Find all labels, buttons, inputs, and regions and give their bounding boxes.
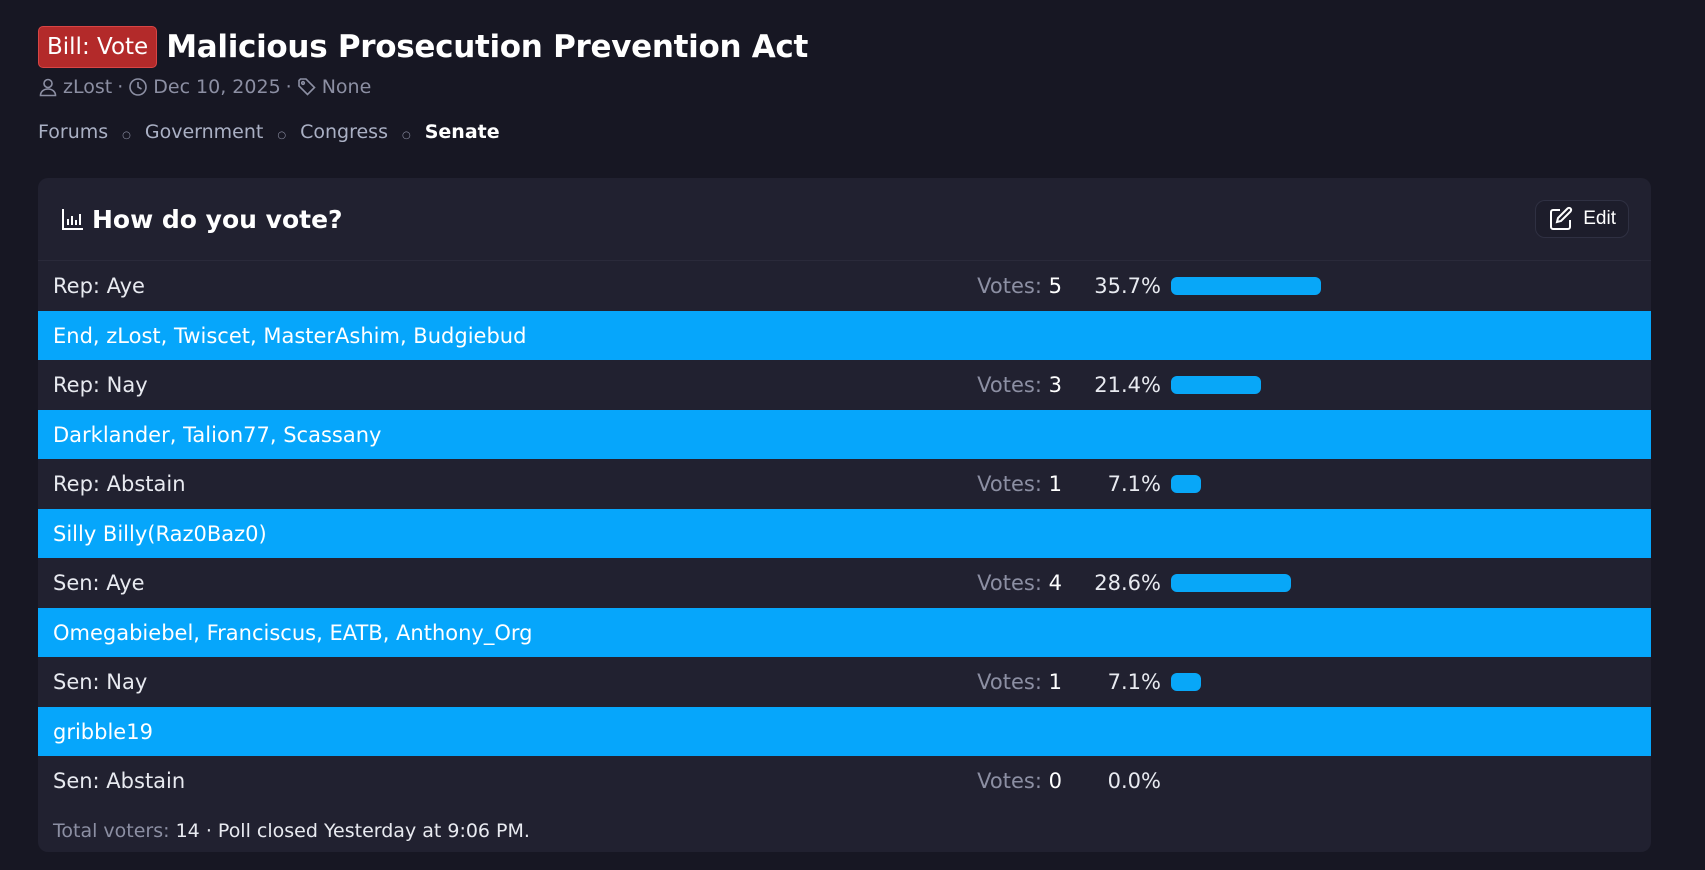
votes-prefix: Votes: bbox=[977, 472, 1042, 496]
poll-option-percent: 35.7% bbox=[1094, 274, 1161, 298]
poll-option-voters: Darklander, Talion77, Scassany bbox=[38, 410, 1651, 459]
breadcrumb-forums[interactable]: Forums bbox=[38, 121, 109, 143]
breadcrumb-separator: ○ bbox=[277, 129, 287, 141]
poll-option-percent: 7.1% bbox=[1107, 670, 1161, 694]
poll-option-voters: Omegabiebel, Franciscus, EATB, Anthony_O… bbox=[38, 608, 1651, 657]
poll-option-bar bbox=[1171, 277, 1321, 295]
bar-chart-icon bbox=[60, 206, 86, 232]
poll-option-label: Sen: Nay bbox=[53, 670, 148, 694]
poll-option: Sen: Nay Votes: 1 7.1% bbox=[38, 657, 1651, 707]
poll-option-bar bbox=[1171, 475, 1201, 493]
poll-option: Rep: Abstain Votes: 1 7.1% bbox=[38, 459, 1651, 509]
edit-label: Edit bbox=[1583, 208, 1616, 229]
poll-option-bar-track bbox=[1171, 574, 1591, 592]
edit-icon bbox=[1548, 206, 1574, 232]
poll-title-wrap: How do you vote? bbox=[60, 205, 343, 234]
votes-count: 5 bbox=[1048, 274, 1062, 298]
breadcrumb-congress[interactable]: Congress bbox=[300, 121, 388, 143]
votes-prefix: Votes: bbox=[977, 274, 1042, 298]
total-voters-count: 14 bbox=[175, 820, 200, 842]
thread-title-row: Bill: Vote Malicious Prosecution Prevent… bbox=[38, 26, 808, 68]
poll-option-bar-track bbox=[1171, 277, 1591, 295]
poll-option-bar-track bbox=[1171, 673, 1591, 691]
thread-author[interactable]: zLost bbox=[63, 76, 113, 98]
breadcrumb: Forums ○ Government ○ Congress ○ Senate bbox=[38, 121, 500, 143]
votes-count: 0 bbox=[1048, 769, 1062, 793]
poll-option-bar-track bbox=[1171, 376, 1591, 394]
poll-option-voters: gribble19 bbox=[38, 707, 1651, 756]
poll-option-bar bbox=[1171, 673, 1201, 691]
poll-header: How do you vote? Edit bbox=[38, 178, 1651, 261]
poll-option-votes: Votes: 0 bbox=[977, 769, 1062, 793]
poll-option-percent: 28.6% bbox=[1094, 571, 1161, 595]
breadcrumb-separator: ○ bbox=[122, 129, 131, 141]
poll-option-votes: Votes: 1 bbox=[977, 472, 1062, 496]
poll-edit-button[interactable]: Edit bbox=[1535, 200, 1629, 238]
breadcrumb-separator: ○ bbox=[401, 129, 411, 141]
poll-option-votes: Votes: 1 bbox=[977, 670, 1062, 694]
votes-count: 4 bbox=[1048, 571, 1062, 595]
user-icon bbox=[38, 77, 58, 97]
poll-option: Sen: Abstain Votes: 0 0.0% bbox=[38, 756, 1651, 806]
poll-option-percent: 21.4% bbox=[1094, 373, 1161, 397]
votes-prefix: Votes: bbox=[977, 670, 1042, 694]
clock-icon bbox=[128, 77, 148, 97]
poll-option-bar bbox=[1171, 376, 1261, 394]
poll-option-label: Sen: Abstain bbox=[53, 769, 186, 793]
meta-separator: · bbox=[285, 76, 292, 98]
thread-tags: None bbox=[321, 76, 372, 98]
votes-count: 1 bbox=[1048, 670, 1062, 694]
poll-option-bar bbox=[1171, 574, 1292, 592]
votes-count: 1 bbox=[1048, 472, 1062, 496]
thread-title: Malicious Prosecution Prevention Act bbox=[166, 29, 808, 65]
poll-option-percent: 7.1% bbox=[1107, 472, 1161, 496]
poll-option: Rep: Aye Votes: 5 35.7% bbox=[38, 261, 1651, 311]
poll-option-bar-track bbox=[1171, 772, 1591, 790]
thread-date[interactable]: Dec 10, 2025 bbox=[153, 76, 281, 98]
poll-footer: Total voters: 14 · Poll closed Yesterday… bbox=[38, 806, 1651, 852]
poll-option-voters: End, zLost, Twiscet, MasterAshim, Budgie… bbox=[38, 311, 1651, 360]
total-voters-label: Total voters: bbox=[53, 820, 170, 842]
votes-prefix: Votes: bbox=[977, 769, 1042, 793]
poll-option-voters: Silly Billy(Raz0Baz0) bbox=[38, 509, 1651, 558]
poll-option-label: Sen: Aye bbox=[53, 571, 145, 595]
poll-card: How do you vote? Edit Rep: Aye Votes: 5 … bbox=[38, 178, 1651, 852]
poll-title: How do you vote? bbox=[92, 204, 343, 234]
poll-option-label: Rep: Nay bbox=[53, 373, 148, 397]
poll-option-label: Rep: Abstain bbox=[53, 472, 186, 496]
breadcrumb-senate[interactable]: Senate bbox=[424, 121, 500, 143]
poll-option: Sen: Aye Votes: 4 28.6% bbox=[38, 558, 1651, 608]
votes-prefix: Votes: bbox=[977, 571, 1042, 595]
poll-closed-text: · Poll closed Yesterday at 9:06 PM. bbox=[205, 820, 530, 842]
poll-option-votes: Votes: 5 bbox=[977, 274, 1062, 298]
breadcrumb-government[interactable]: Government bbox=[144, 121, 264, 143]
votes-prefix: Votes: bbox=[977, 373, 1042, 397]
poll-option-votes: Votes: 4 bbox=[977, 571, 1062, 595]
poll-option-votes: Votes: 3 bbox=[977, 373, 1062, 397]
poll-option-percent: 0.0% bbox=[1107, 769, 1161, 793]
meta-separator: · bbox=[117, 76, 124, 98]
poll-option-label: Rep: Aye bbox=[53, 274, 145, 298]
thread-prefix-badge[interactable]: Bill: Vote bbox=[38, 26, 158, 68]
thread-meta: zLost · Dec 10, 2025 · None bbox=[38, 76, 371, 98]
tag-icon bbox=[297, 77, 317, 97]
poll-option: Rep: Nay Votes: 3 21.4% bbox=[38, 360, 1651, 410]
votes-count: 3 bbox=[1048, 373, 1062, 397]
poll-option-bar-track bbox=[1171, 475, 1591, 493]
